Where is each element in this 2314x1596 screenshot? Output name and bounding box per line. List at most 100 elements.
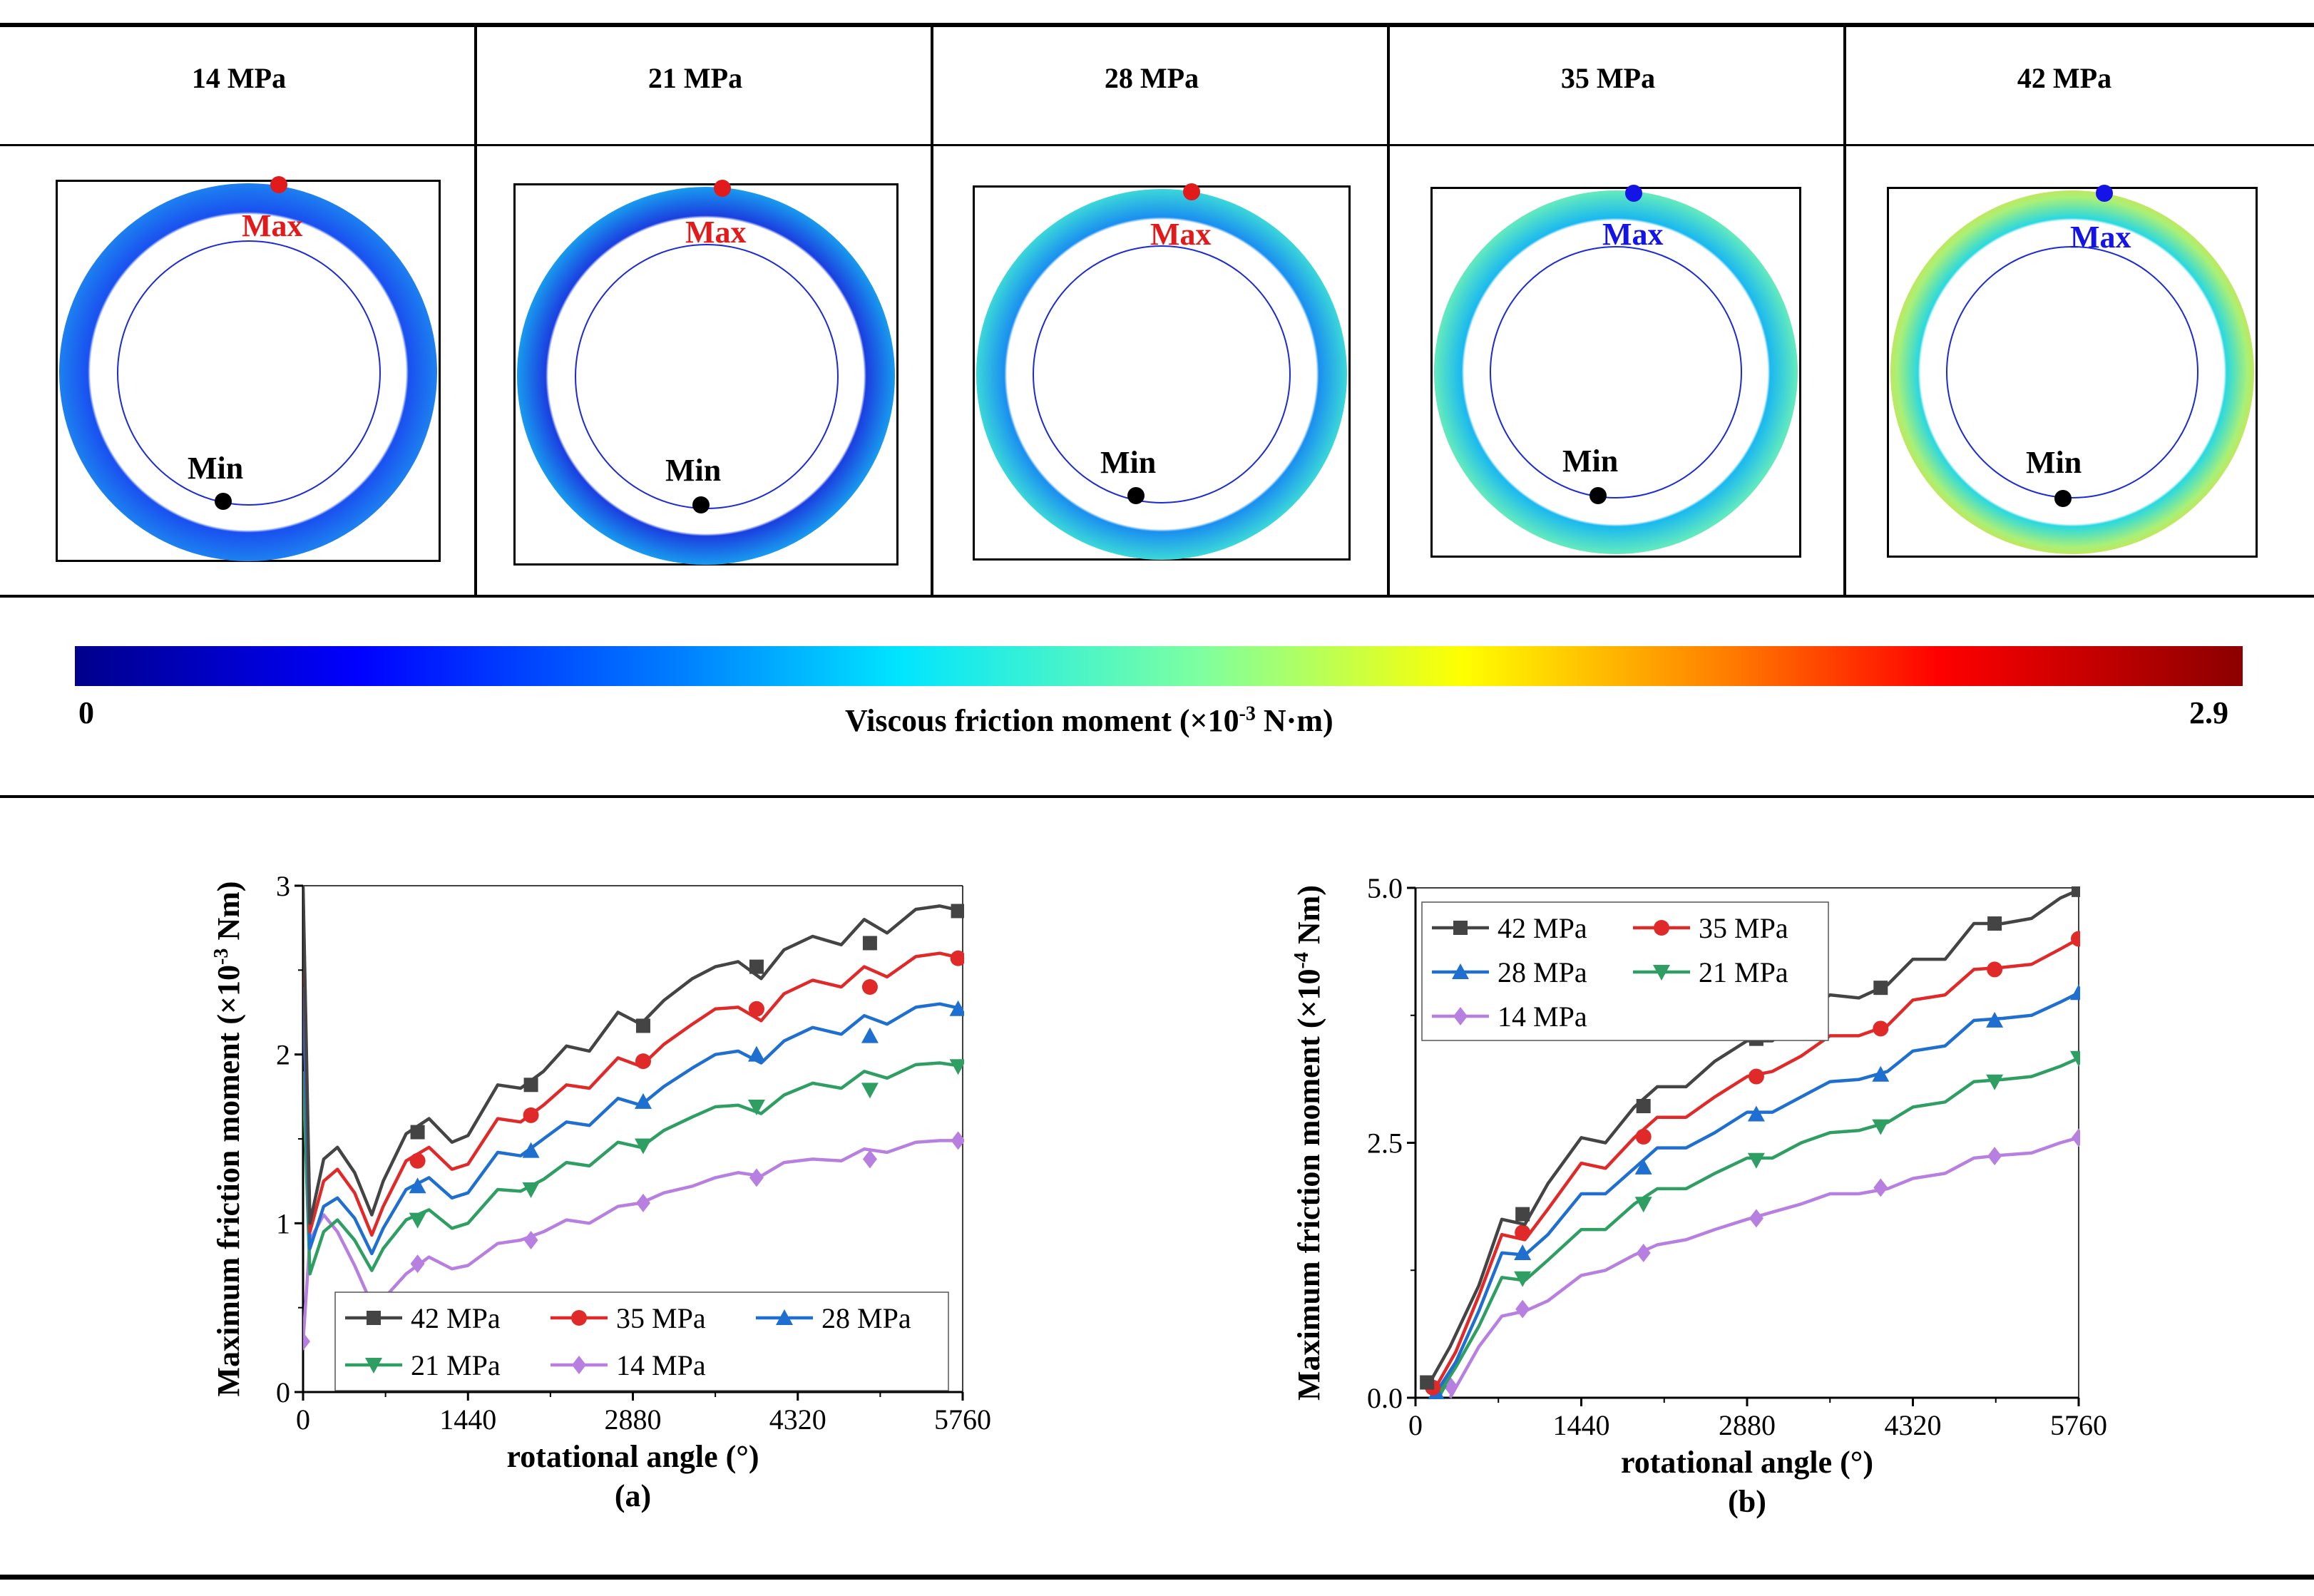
ring-bore bbox=[575, 244, 839, 509]
marker-circle bbox=[523, 1107, 539, 1123]
min-label: Min bbox=[1562, 444, 1619, 479]
x-tick-label: 1440 bbox=[1553, 1409, 1610, 1441]
series-line bbox=[303, 902, 963, 1237]
y-tick-label: 3 bbox=[276, 870, 290, 902]
x-tick-label: 4320 bbox=[769, 1403, 826, 1436]
marker-diamond bbox=[1987, 1147, 2002, 1166]
marker-square bbox=[367, 1311, 381, 1325]
min-point-marker bbox=[1589, 487, 1607, 504]
legend-entry-label: 42 MPa bbox=[411, 1302, 501, 1334]
marker-square bbox=[1420, 1375, 1435, 1390]
x-tick-label: 5760 bbox=[2050, 1409, 2107, 1441]
marker-triangle-up bbox=[1747, 1105, 1765, 1122]
max-label: Max bbox=[685, 215, 747, 250]
series-21-mpa bbox=[1430, 1050, 2080, 1399]
marker-square bbox=[1873, 981, 1888, 996]
marker-diamond bbox=[749, 1168, 764, 1187]
contour-panel-42mpa: Max Min bbox=[1887, 185, 2258, 558]
marker-triangle-up bbox=[747, 1045, 765, 1062]
marker-triangle-up bbox=[1514, 1244, 1532, 1260]
y-axis-label: Maximum friction moment (×10-4 Nm) bbox=[1291, 885, 1326, 1401]
marker-circle bbox=[1987, 961, 2003, 978]
marker-diamond bbox=[635, 1193, 650, 1212]
x-tick-label: 2880 bbox=[1719, 1409, 1776, 1441]
bottom-rule bbox=[0, 1575, 2314, 1580]
marker-triangle-up bbox=[1986, 1011, 2004, 1028]
marker-diamond bbox=[410, 1254, 425, 1274]
series-14-mpa bbox=[1443, 1128, 2080, 1399]
table-bottom-rule bbox=[0, 595, 2314, 598]
contour-panel-35mpa: Max Min bbox=[1430, 185, 1801, 558]
series-28-mpa bbox=[1428, 984, 2080, 1399]
marker-square bbox=[1453, 921, 1468, 935]
y-tick-label: 1 bbox=[276, 1207, 290, 1239]
ring-bore bbox=[1946, 246, 2198, 498]
marker-circle bbox=[950, 950, 964, 966]
chart-b: 0 1440 2880 4320 5760 0.0 2.5 5.0 rotational ang… bbox=[1291, 872, 2107, 1519]
legend-entry-label: 28 MPa bbox=[1498, 956, 1587, 988]
marker-triangle-down bbox=[1872, 1119, 1890, 1135]
marker-diamond bbox=[1515, 1299, 1530, 1319]
marker-triangle-down bbox=[747, 1100, 765, 1116]
legend-entry-label: 28 MPa bbox=[821, 1302, 911, 1334]
colorbar-title-unit: N·m) bbox=[1255, 703, 1333, 738]
col-divider-3 bbox=[1387, 26, 1390, 596]
marker-circle bbox=[1654, 920, 1669, 936]
y-axis-label-main: Maximum friction moment (×10 bbox=[211, 965, 246, 1397]
marker-circle bbox=[571, 1310, 587, 1326]
min-point-marker bbox=[1127, 487, 1145, 504]
max-point-marker bbox=[1183, 183, 1200, 200]
ring-bore bbox=[1490, 246, 1742, 498]
y-axis-label-exponent: -4 bbox=[1291, 952, 1313, 968]
col-divider-4 bbox=[1843, 26, 1846, 596]
series-21-mpa bbox=[303, 1059, 964, 1276]
mid-rule bbox=[0, 795, 2314, 798]
contour-panel-14mpa: Max Min bbox=[56, 176, 441, 562]
marker-square bbox=[951, 904, 964, 919]
marker-triangle-down bbox=[365, 1358, 382, 1374]
legend-box bbox=[334, 1291, 949, 1391]
marker-circle bbox=[861, 979, 878, 995]
ring-bore bbox=[1033, 245, 1291, 503]
marker-diamond bbox=[1636, 1243, 1651, 1262]
series-28-mpa bbox=[303, 986, 964, 1256]
panel-label: (b) bbox=[1728, 1484, 1766, 1519]
marker-diamond bbox=[1453, 1007, 1468, 1025]
legend-entry-label: 42 MPa bbox=[1498, 912, 1587, 944]
column-header: 21 MPa bbox=[647, 62, 743, 94]
x-tick-label: 0 bbox=[1408, 1409, 1423, 1441]
y-tick-label: 2.5 bbox=[1367, 1127, 1403, 1160]
y-tick-label: 0 bbox=[276, 1376, 290, 1408]
marker-diamond bbox=[523, 1231, 538, 1249]
marker-square bbox=[1636, 1099, 1651, 1114]
marker-triangle-down bbox=[1653, 965, 1670, 981]
marker-diamond bbox=[2072, 1128, 2080, 1147]
y-tick-label: 2 bbox=[276, 1039, 290, 1071]
contour-panel-21mpa: Max Min bbox=[513, 180, 899, 566]
col-divider-2 bbox=[931, 26, 933, 596]
series-line bbox=[303, 986, 963, 1256]
marker-triangle-down bbox=[1986, 1074, 2004, 1090]
legend-entry-label: 21 MPa bbox=[411, 1349, 501, 1381]
series-line bbox=[303, 885, 963, 1225]
marker-diamond bbox=[1873, 1178, 1888, 1197]
series-line bbox=[303, 1061, 963, 1276]
marker-diamond bbox=[1749, 1209, 1763, 1228]
marker-circle bbox=[2071, 931, 2080, 947]
max-label: Max bbox=[2070, 220, 2131, 255]
max-point-marker bbox=[270, 176, 287, 193]
marker-square bbox=[1987, 916, 2002, 931]
column-header: 42 MPa bbox=[2017, 62, 2112, 94]
marker-square bbox=[2072, 886, 2080, 897]
max-point-marker bbox=[2096, 185, 2113, 202]
max-label: Max bbox=[1602, 217, 1664, 252]
max-label: Max bbox=[242, 208, 303, 243]
y-axis-label-exponent: -3 bbox=[210, 948, 232, 965]
min-label: Min bbox=[665, 453, 722, 488]
header-rule bbox=[0, 144, 2314, 146]
marker-triangle-up bbox=[522, 1142, 540, 1158]
column-header: 35 MPa bbox=[1560, 62, 1656, 94]
y-axis-label-unit: Nm) bbox=[211, 881, 246, 948]
min-point-marker bbox=[692, 496, 710, 513]
max-point-marker bbox=[714, 180, 731, 197]
